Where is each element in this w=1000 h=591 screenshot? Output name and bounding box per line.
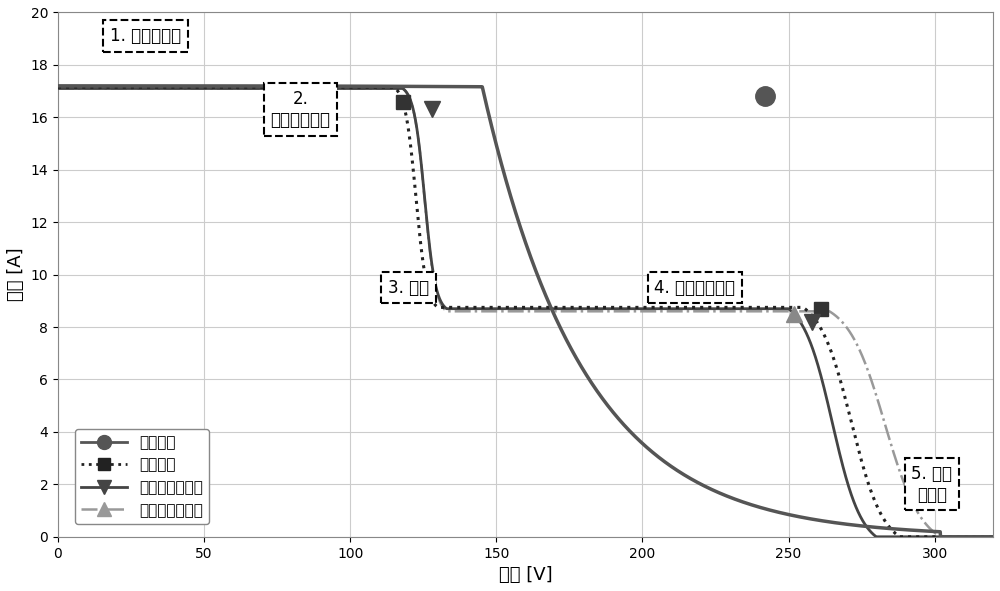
正常情况	[457, 83, 469, 90]
组串间线路故障	[416, 170, 428, 177]
Y-axis label: 电流 [A]: 电流 [A]	[7, 248, 25, 301]
组串间线路故障	[217, 85, 229, 92]
正常情况	[983, 533, 995, 540]
组串内线路故障	[416, 169, 428, 176]
Line: 部分遮挡: 部分遮挡	[58, 87, 1000, 537]
Text: 2.
左最大功率点: 2. 左最大功率点	[271, 90, 331, 129]
正常情况	[217, 82, 229, 89]
Line: 组串间线路故障: 组串间线路故障	[58, 89, 1000, 537]
组串间线路故障	[52, 85, 64, 92]
组串间线路故障	[935, 533, 947, 540]
部分遮挡	[894, 533, 906, 540]
正常情况	[52, 82, 64, 89]
部分遮挡	[160, 83, 172, 90]
组串内线路故障	[457, 305, 469, 312]
组串内线路故障	[217, 85, 229, 92]
Line: 组串内线路故障: 组串内线路故障	[58, 89, 1000, 537]
组串间线路故障	[881, 427, 893, 434]
正常情况	[881, 525, 893, 532]
部分遮挡	[983, 533, 995, 540]
Line: 正常情况: 正常情况	[58, 86, 1000, 537]
X-axis label: 电压 [V]: 电压 [V]	[499, 566, 552, 584]
Text: 1. 短路工作点: 1. 短路工作点	[110, 27, 181, 45]
部分遮挡	[881, 520, 893, 527]
Text: 3. 拐点: 3. 拐点	[388, 279, 429, 297]
组串内线路故障	[160, 85, 172, 92]
Text: 5. 开路
工作点: 5. 开路 工作点	[911, 465, 952, 504]
正常情况	[416, 83, 428, 90]
部分遮挡	[416, 252, 428, 259]
组串内线路故障	[870, 533, 882, 540]
正常情况	[935, 533, 947, 540]
组串内线路故障	[983, 533, 995, 540]
组串间线路故障	[457, 308, 469, 315]
Legend: 正常情况, 部分遮挡, 组串内线路故障, 组串间线路故障: 正常情况, 部分遮挡, 组串内线路故障, 组串间线路故障	[75, 428, 209, 524]
正常情况	[160, 82, 172, 89]
组串间线路故障	[160, 85, 172, 92]
部分遮挡	[52, 83, 64, 90]
部分遮挡	[217, 83, 229, 90]
部分遮挡	[457, 304, 469, 311]
Text: 4. 右最大功率点: 4. 右最大功率点	[654, 279, 735, 297]
组串内线路故障	[52, 85, 64, 92]
组串间线路故障	[983, 533, 995, 540]
组串内线路故障	[881, 533, 893, 540]
